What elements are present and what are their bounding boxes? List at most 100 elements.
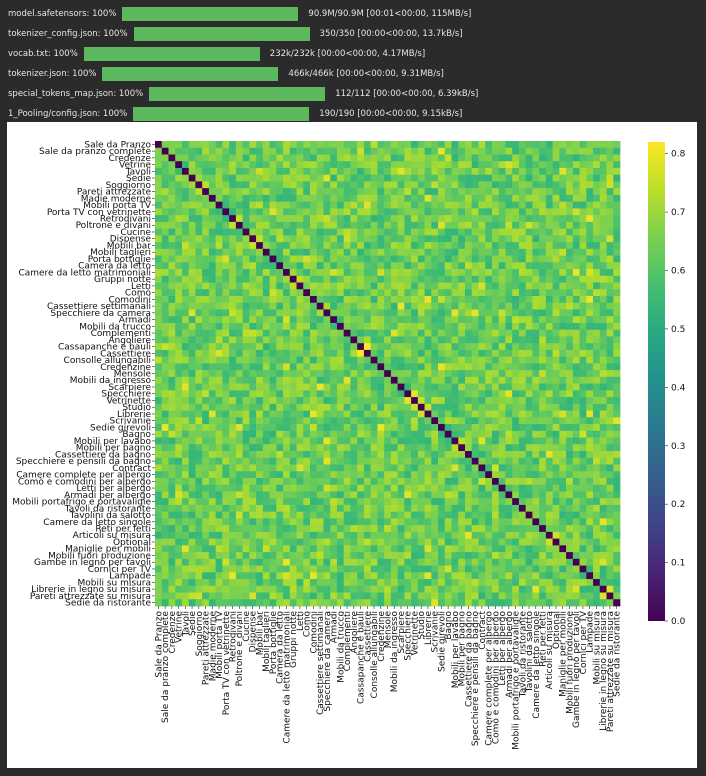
heatmap-cell — [559, 457, 567, 465]
heatmap-cell — [465, 181, 473, 189]
heatmap-cell — [168, 552, 176, 560]
heatmap-cell — [175, 329, 183, 337]
heatmap-cell — [323, 552, 331, 560]
heatmap-cell — [390, 565, 398, 573]
heatmap-cell — [599, 181, 607, 189]
heatmap-cell — [242, 511, 250, 519]
heatmap-cell — [336, 518, 345, 526]
heatmap-cell — [390, 417, 398, 425]
heatmap-cell — [377, 504, 385, 512]
heatmap-cell — [532, 525, 540, 533]
heatmap-cell — [478, 228, 486, 236]
heatmap-cell — [310, 242, 318, 250]
x-tick-label: Mobili bar — [255, 611, 265, 656]
heatmap-cell — [465, 579, 473, 587]
heatmap-cell — [438, 592, 446, 600]
heatmap-cell — [444, 262, 452, 270]
heatmap-cell — [471, 464, 479, 472]
heatmap-cell — [168, 545, 176, 553]
heatmap-cell — [222, 343, 230, 351]
heatmap-cell — [175, 161, 183, 169]
heatmap-cell — [606, 430, 614, 438]
heatmap-cell — [242, 424, 250, 432]
heatmap-cell — [525, 228, 533, 236]
similarity-heatmap-figure: Sale da Pranzo Sale da pranzo complete Cre… — [7, 122, 697, 768]
heatmap-cell — [269, 498, 277, 506]
heatmap-cell — [370, 437, 378, 445]
heatmap-cell — [377, 329, 385, 337]
heatmap-cell — [451, 417, 459, 425]
heatmap-cell — [269, 343, 277, 351]
heatmap-cell — [296, 444, 304, 452]
heatmap-cell — [586, 572, 594, 580]
heatmap-cell — [532, 397, 540, 405]
heatmap-cell — [330, 397, 338, 405]
heatmap-cell — [215, 242, 223, 250]
heatmap-cell — [498, 161, 506, 169]
heatmap-cell — [397, 585, 405, 593]
heatmap-cell — [566, 511, 574, 519]
heatmap-cell — [532, 363, 540, 371]
heatmap-cell — [471, 504, 479, 512]
heatmap-cell — [377, 302, 385, 310]
heatmap-cell — [471, 518, 479, 526]
heatmap-cell — [343, 228, 351, 236]
heatmap-cell — [343, 248, 351, 256]
heatmap-cell — [451, 592, 459, 600]
heatmap-cell — [498, 194, 506, 202]
heatmap-cell — [397, 397, 405, 405]
heatmap-cell — [235, 329, 243, 337]
heatmap-cell — [384, 356, 392, 364]
heatmap-cell — [350, 579, 358, 587]
heatmap-cell — [431, 269, 439, 277]
heatmap-cell — [175, 538, 183, 546]
heatmap-cell — [451, 174, 459, 182]
heatmap-cell — [289, 194, 297, 202]
heatmap-cell — [505, 437, 513, 445]
heatmap-cell — [370, 430, 378, 438]
heatmap-cell — [229, 592, 237, 600]
heatmap-cell — [370, 194, 378, 202]
heatmap-cell — [552, 579, 560, 587]
heatmap-cell — [390, 444, 398, 452]
heatmap-cell — [195, 208, 203, 216]
heatmap-cell — [438, 464, 446, 472]
heatmap-cell — [195, 417, 203, 425]
heatmap-cell — [222, 336, 230, 344]
heatmap-cell — [283, 289, 291, 297]
heatmap-cell — [215, 221, 223, 229]
heatmap-cell — [357, 154, 365, 162]
heatmap-cell — [323, 477, 331, 486]
heatmap-cell — [235, 349, 243, 357]
heatmap-cell — [458, 154, 466, 162]
heatmap-cell — [518, 208, 526, 216]
heatmap-cell — [310, 579, 318, 587]
heatmap-cell — [269, 545, 277, 553]
heatmap-cell — [215, 370, 223, 378]
heatmap-cell — [471, 424, 479, 432]
heatmap-cell — [323, 498, 331, 506]
heatmap-cell — [444, 208, 452, 216]
heatmap-cell — [195, 154, 203, 162]
heatmap-cell — [424, 275, 432, 283]
heatmap-cell — [545, 437, 553, 445]
heatmap-cell — [579, 565, 587, 573]
heatmap-cell — [606, 599, 614, 607]
heatmap-cell — [525, 262, 533, 270]
heatmap-cell — [539, 552, 547, 560]
heatmap-cell — [559, 356, 567, 364]
heatmap-cell — [262, 336, 270, 344]
heatmap-cell — [579, 201, 587, 209]
heatmap-cell — [539, 141, 547, 149]
heatmap-cell — [208, 309, 216, 317]
heatmap-cell — [363, 343, 371, 351]
heatmap-cell — [512, 538, 520, 546]
heatmap-cell — [242, 269, 250, 277]
heatmap-cell — [397, 208, 405, 216]
heatmap-cell — [222, 484, 230, 492]
heatmap-cell — [229, 491, 237, 499]
heatmap-cell — [235, 296, 243, 304]
heatmap-cell — [350, 161, 358, 169]
heatmap-cell — [444, 329, 452, 337]
heatmap-cell — [235, 410, 243, 418]
